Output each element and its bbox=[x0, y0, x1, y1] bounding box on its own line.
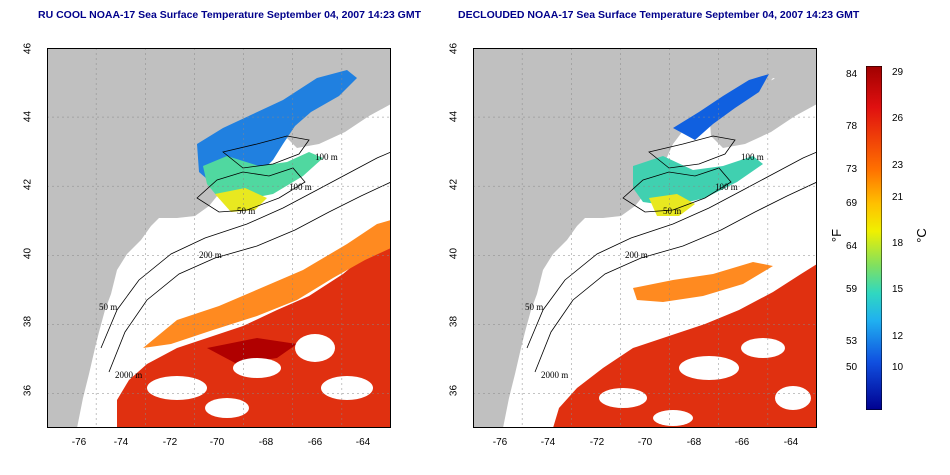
cool-sst-region bbox=[197, 70, 357, 186]
cb-c-tick-15: 15 bbox=[892, 284, 904, 295]
contour-label-0: 100 m bbox=[741, 152, 764, 162]
cb-f-tick-69: 69 bbox=[846, 198, 858, 209]
right-map-title: DECLOUDED NOAA-17 Sea Surface Temperatur… bbox=[458, 9, 860, 21]
bathymetry-contour-0 bbox=[100, 151, 391, 349]
cb-c-tick-23: 23 bbox=[892, 160, 904, 171]
right-ytick-42: 42 bbox=[448, 178, 460, 191]
cloud-gap-4 bbox=[205, 398, 249, 418]
right-ytick-46: 46 bbox=[448, 42, 460, 55]
land-mass bbox=[47, 48, 391, 428]
cloud-gap-0 bbox=[599, 388, 647, 408]
cloud-gap-2 bbox=[295, 334, 335, 362]
left-ytick-40: 40 bbox=[22, 247, 34, 260]
left-ytick-44: 44 bbox=[22, 110, 34, 123]
right-ytick-44: 44 bbox=[448, 110, 460, 123]
cool-sst-region bbox=[673, 74, 769, 140]
cb-f-tick-53: 53 bbox=[846, 336, 858, 347]
cb-f-tick-50: 50 bbox=[846, 362, 858, 373]
cloud-gap-4 bbox=[775, 386, 811, 410]
contour-label-1: 100 m bbox=[715, 182, 738, 192]
right-xtick-68: -68 bbox=[686, 437, 702, 448]
green-sst-region bbox=[633, 156, 763, 206]
cloud-gap-0 bbox=[147, 376, 207, 400]
cb-c-tick-10: 10 bbox=[892, 362, 904, 373]
left-ytick-38: 38 bbox=[22, 315, 34, 328]
cloud-gap-2 bbox=[741, 338, 785, 358]
right-xtick-76: -76 bbox=[492, 437, 508, 448]
cb-f-tick-73: 73 bbox=[846, 164, 858, 175]
left-ytick-46: 46 bbox=[22, 42, 34, 55]
right-ytick-38: 38 bbox=[448, 315, 460, 328]
cloud-gap-1 bbox=[679, 356, 739, 380]
map-frame bbox=[47, 48, 391, 428]
cb-f-tick-64: 64 bbox=[846, 241, 858, 252]
cb-f-tick-59: 59 bbox=[846, 284, 858, 295]
contour-label-0: 100 m bbox=[315, 152, 338, 162]
bathymetry-contour-1 bbox=[534, 181, 817, 373]
contour-label-3: 200 m bbox=[625, 250, 648, 260]
cb-c-tick-18: 18 bbox=[892, 238, 904, 249]
right-xtick-72: -72 bbox=[589, 437, 605, 448]
left-ytick-36: 36 bbox=[22, 384, 34, 397]
cb-c-tick-12: 12 bbox=[892, 331, 904, 342]
left-ytick-42: 42 bbox=[22, 178, 34, 191]
right-sst-map: 100 m 100 m 50 m 200 m 50 m 2000 m bbox=[473, 48, 817, 428]
right-ytick-36: 36 bbox=[448, 384, 460, 397]
bathymetry-contour-0 bbox=[526, 151, 817, 349]
right-ytick-40: 40 bbox=[448, 247, 460, 260]
contour-label-1: 100 m bbox=[289, 182, 312, 192]
yellow-sst-patch bbox=[215, 188, 267, 212]
contour-label-2: 50 m bbox=[663, 206, 681, 216]
map-frame bbox=[473, 48, 817, 428]
contour-label-4: 50 m bbox=[99, 302, 117, 312]
left-sst-map: 100 m 100 m 50 m 200 m 50 m 2000 m bbox=[47, 48, 391, 428]
left-xtick-64: -64 bbox=[355, 437, 371, 448]
left-xtick-74: -74 bbox=[113, 437, 129, 448]
left-xtick-70: -70 bbox=[209, 437, 225, 448]
green-sst-region bbox=[203, 152, 323, 200]
bathymetry-contour-1 bbox=[108, 181, 391, 373]
fahrenheit-unit-label: °F bbox=[829, 228, 845, 243]
left-map-title: RU COOL NOAA-17 Sea Surface Temperature … bbox=[38, 9, 422, 21]
bathymetry-contour-3 bbox=[648, 135, 736, 169]
cb-f-tick-84: 84 bbox=[846, 69, 858, 80]
left-xtick-66: -66 bbox=[307, 437, 323, 448]
bathymetry-contour-3 bbox=[222, 135, 310, 169]
left-xtick-76: -76 bbox=[71, 437, 87, 448]
bathymetry-contour-2 bbox=[622, 167, 732, 213]
contour-label-5: 2000 m bbox=[115, 370, 142, 380]
colorbar bbox=[866, 66, 882, 410]
contour-label-3: 200 m bbox=[199, 250, 222, 260]
cloud-gap-3 bbox=[321, 376, 373, 400]
land-mass bbox=[473, 48, 817, 428]
right-xtick-64: -64 bbox=[783, 437, 799, 448]
cloud-gap-1 bbox=[233, 358, 281, 378]
contour-label-4: 50 m bbox=[525, 302, 543, 312]
left-xtick-72: -72 bbox=[162, 437, 178, 448]
left-xtick-68: -68 bbox=[258, 437, 274, 448]
right-xtick-70: -70 bbox=[637, 437, 653, 448]
bathymetry-contour-2 bbox=[196, 167, 306, 213]
right-xtick-74: -74 bbox=[540, 437, 556, 448]
celsius-unit-label: °C bbox=[913, 228, 929, 243]
nova-scotia-land bbox=[709, 68, 817, 148]
cb-c-tick-21: 21 bbox=[892, 192, 904, 203]
orange-sst-band bbox=[143, 220, 391, 348]
cloud-gap-3 bbox=[653, 410, 693, 426]
cb-c-tick-26: 26 bbox=[892, 113, 904, 124]
right-xtick-66: -66 bbox=[734, 437, 750, 448]
contour-label-2: 50 m bbox=[237, 206, 255, 216]
orange-sst-band bbox=[633, 262, 773, 302]
cb-c-tick-29: 29 bbox=[892, 67, 904, 78]
warm-sst-region bbox=[553, 264, 817, 428]
nova-scotia-land bbox=[283, 68, 391, 148]
cb-f-tick-78: 78 bbox=[846, 121, 858, 132]
contour-label-5: 2000 m bbox=[541, 370, 568, 380]
dark-red-core bbox=[207, 338, 297, 364]
